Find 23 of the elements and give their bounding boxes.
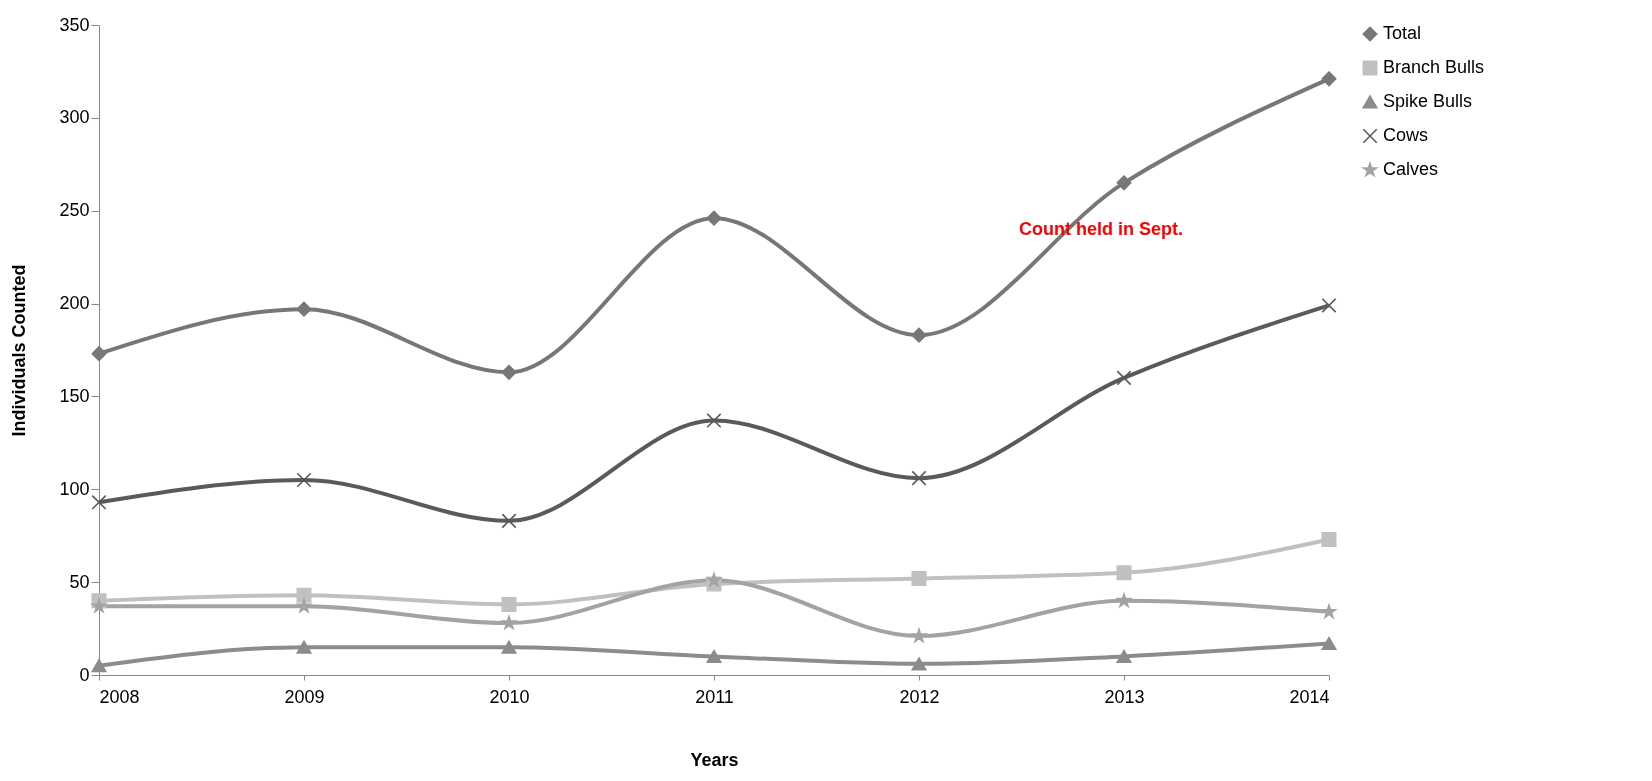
- x-tick-label: 2010: [489, 686, 530, 707]
- x-tick-label: 2014: [1289, 686, 1330, 707]
- x-tick-label: 2011: [695, 686, 734, 707]
- legend-label: Total: [1383, 23, 1422, 43]
- y-tick-label: 300: [59, 107, 90, 128]
- y-tick-label: 150: [59, 385, 90, 406]
- x-tick-label: 2008: [99, 686, 140, 707]
- y-tick-label: 0: [79, 664, 90, 685]
- x-tick-label: 2009: [284, 686, 325, 707]
- y-tick-label: 100: [59, 478, 90, 499]
- legend-label: Cows: [1383, 125, 1429, 145]
- legend-label: Branch Bulls: [1383, 57, 1485, 77]
- y-tick-label: 350: [59, 14, 90, 35]
- legend-label: Spike Bulls: [1383, 91, 1473, 111]
- y-tick-label: 250: [59, 200, 90, 221]
- x-axis-title: Years: [690, 749, 739, 770]
- annotation: Count held in Sept.: [1019, 219, 1183, 239]
- y-tick-label: 200: [59, 293, 90, 314]
- y-axis-title: Individuals Counted: [9, 264, 30, 437]
- y-tick-label: 50: [69, 571, 90, 592]
- legend-label: Calves: [1383, 159, 1439, 179]
- x-tick-label: 2012: [899, 686, 940, 707]
- x-tick-label: 2013: [1104, 686, 1145, 707]
